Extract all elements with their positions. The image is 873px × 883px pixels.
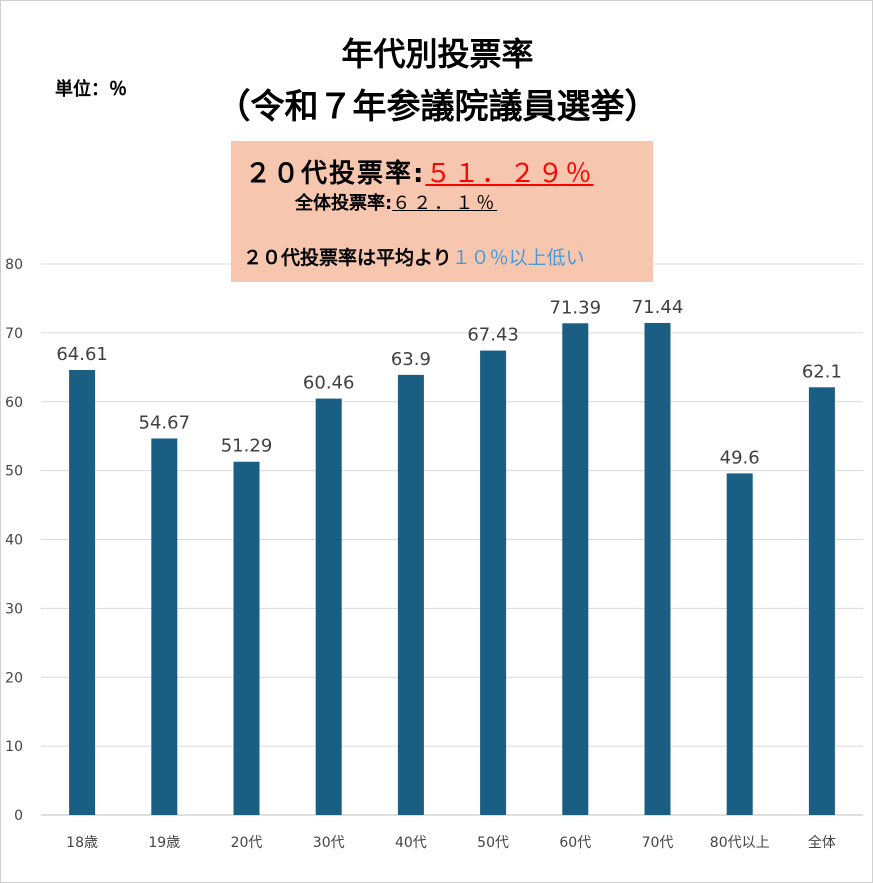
- x-tick-label: 30代: [313, 835, 345, 851]
- y-tick-label: 0: [14, 808, 23, 824]
- bar: [562, 323, 589, 815]
- annotation-value: １０％以上低い: [451, 247, 585, 269]
- chart-title: 年代別投票率: [341, 35, 534, 73]
- data-label: 64.61: [56, 344, 108, 365]
- bar: [644, 322, 671, 815]
- bar: [151, 438, 178, 815]
- bar: [397, 374, 424, 815]
- bar: [726, 473, 753, 815]
- x-tick-label: 20代: [231, 835, 263, 851]
- data-label: 54.67: [139, 412, 191, 433]
- bar: [233, 461, 260, 815]
- annotation-20s-rate: ２０代投票率:５１．２９％: [245, 153, 593, 190]
- y-tick-label: 20: [5, 670, 23, 686]
- annotation-value: ６２．１％: [392, 193, 498, 214]
- data-label: 49.6: [720, 447, 760, 468]
- y-tick-label: 10: [5, 739, 23, 755]
- x-tick-label: 40代: [395, 835, 427, 851]
- x-tick-label: 60代: [559, 835, 591, 851]
- x-tick-label: 70代: [642, 835, 674, 851]
- y-tick-label: 50: [5, 464, 23, 480]
- y-tick-label: 60: [5, 395, 23, 411]
- y-tick-label: 30: [5, 601, 23, 617]
- y-tick-label: 80: [5, 257, 23, 273]
- data-label: 60.46: [303, 373, 355, 394]
- annotation-label: 全体投票率:: [295, 193, 393, 214]
- x-tick-label: 19歳: [148, 835, 180, 851]
- annotation-label: ２０代投票率は平均より: [243, 247, 452, 269]
- y-tick-label: 70: [5, 326, 23, 342]
- annotation-label: ２０代投票率:: [245, 159, 426, 189]
- data-label: 63.9: [391, 349, 431, 370]
- data-label: 51.29: [221, 436, 273, 457]
- x-tick-label: 18歳: [66, 835, 98, 851]
- annotation-note: ２０代投票率は平均より１０％以上低い: [243, 243, 585, 270]
- x-tick-label: 80代以上: [710, 835, 770, 851]
- bar: [808, 387, 835, 815]
- bar: [315, 398, 342, 815]
- annotation-value: ５１．２９％: [425, 159, 594, 189]
- data-label: 67.43: [467, 325, 519, 346]
- chart-subtitle: （令和７年参議院議員選挙）: [216, 87, 659, 127]
- bar: [480, 350, 507, 815]
- y-tick-label: 40: [5, 533, 23, 549]
- annotation-overall-rate: 全体投票率:６２．１％: [295, 189, 497, 215]
- x-tick-label: 全体: [808, 834, 836, 851]
- bar: [69, 369, 96, 815]
- data-label: 62.1: [802, 361, 842, 382]
- annotation-box: ２０代投票率:５１．２９％ 全体投票率:６２．１％ ２０代投票率は平均より１０％…: [231, 141, 653, 282]
- data-label: 71.39: [550, 297, 602, 318]
- unit-label: 単位：％: [55, 79, 127, 100]
- x-tick-label: 50代: [477, 835, 509, 851]
- data-label: 71.44: [632, 297, 684, 318]
